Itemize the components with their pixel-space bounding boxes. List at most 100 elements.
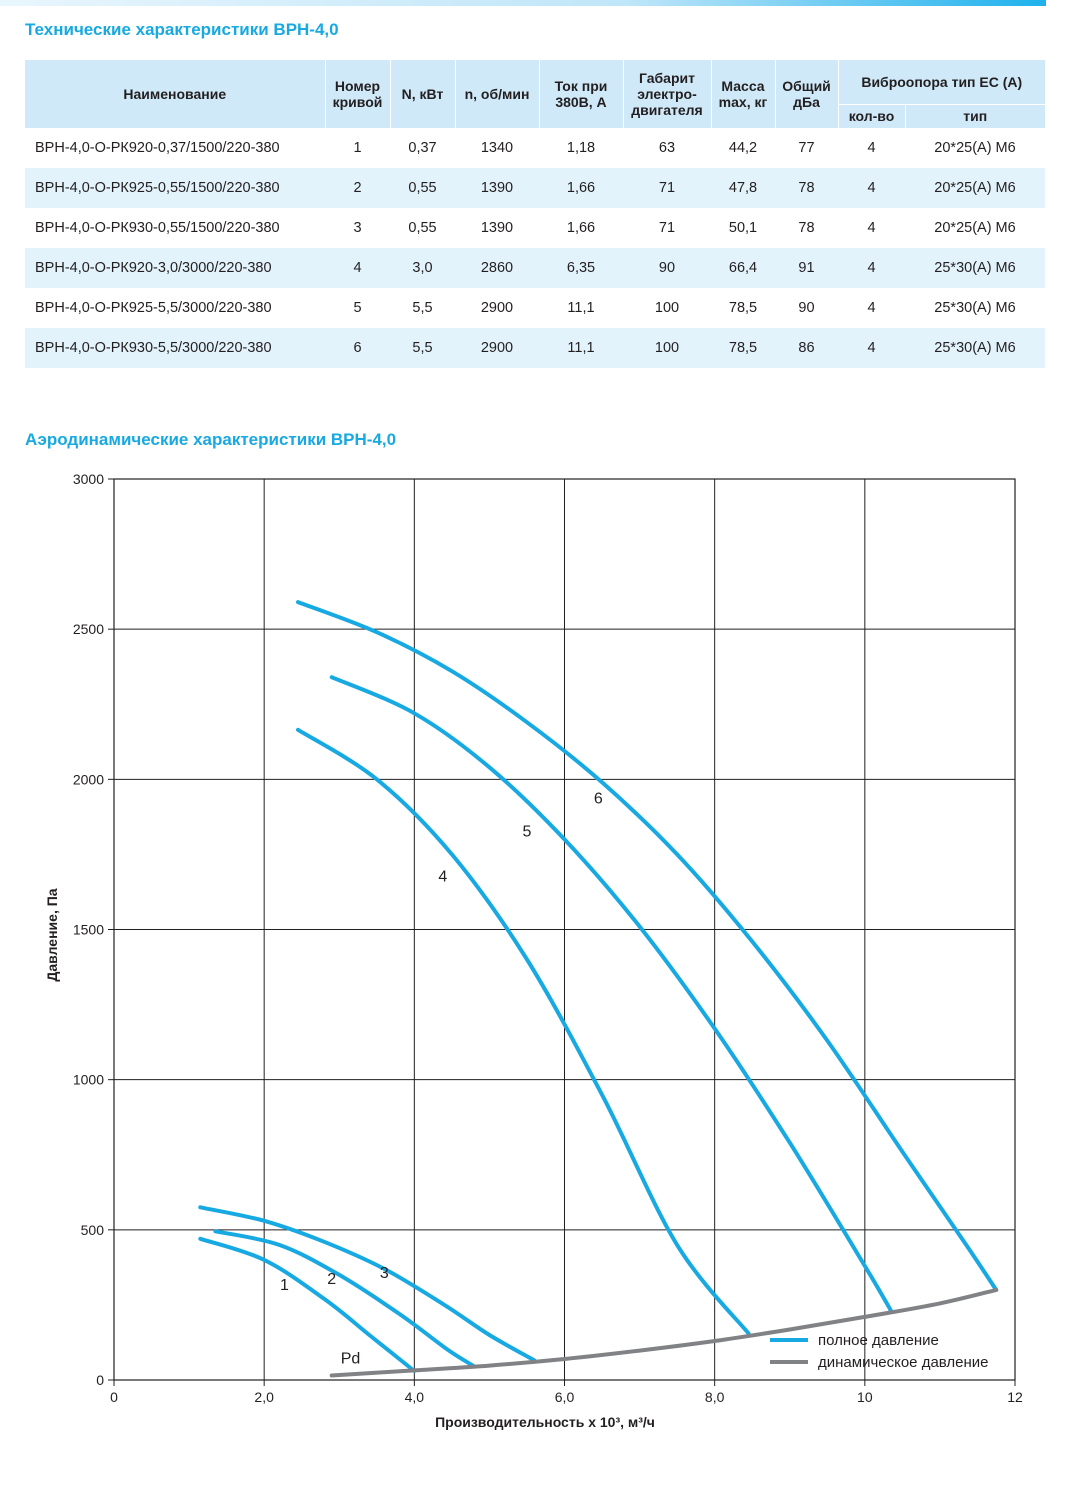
cell-mass: 44,2 [728,140,758,156]
cell-power: 5,5 [412,300,433,316]
cell-vibro-qty: 4 [838,328,905,368]
x-tick-label: 2,0 [254,1389,274,1405]
y-tick-label: 500 [81,1222,105,1238]
cell-curve: 1 [353,140,362,156]
series-line-Pd [329,1287,999,1378]
cell-rpm: 1390 [480,220,514,236]
cell-motor-size: 71 [658,220,676,236]
legend-label: полное давление [818,1332,939,1349]
cell-power: 5,5 [390,328,455,368]
cell-current: 11,1 [567,300,595,316]
series-line-1 [198,1236,417,1373]
cell-vibro-type: 25*30(А) М6 [934,300,1016,316]
cell-vibro-qty: 4 [867,220,876,236]
cell-vibro-qty: 4 [867,140,876,156]
cell-mass: 47,8 [711,168,775,208]
cell-noise: 90 [798,300,815,316]
cell-noise: 86 [775,328,838,368]
x-tick-label: 12 [1007,1389,1023,1405]
y-tick-label: 1000 [73,1072,104,1088]
cell-curve: 6 [325,328,390,368]
x-tick-label: 0 [110,1389,118,1405]
cell-noise: 77 [798,140,815,156]
cell-motor-size: 63 [658,140,676,156]
cell-vibro-qty: 4 [838,168,905,208]
cell-motor-size: 90 [623,248,711,288]
aero-chart: 0 2,0 4,0 6,0 8,0 10 1205001000150020002500300… [44,471,1023,1430]
cell-name: ВРН-4,0-О-РК930-5,5/3000/220-380 [25,328,325,368]
y-tick-label: 0 [96,1372,104,1388]
cell-name: ВРН-4,0-О-РК925-0,55/1500/220-380 [25,168,325,208]
cell-mass: 78,5 [728,300,758,316]
cell-current: 1,66 [566,220,596,236]
series-line-4 [296,727,751,1336]
cell-current: 11,1 [539,328,623,368]
cell-power: 3,0 [390,248,455,288]
cell-name: ВРН-4,0-О-РК920-0,37/1500/220-380 [35,140,280,156]
cell-curve: 4 [325,248,390,288]
cell-current: 1,18 [566,140,596,156]
cell-noise: 78 [775,168,838,208]
chart-legend: полное давление динамическое давление [770,1332,989,1371]
cell-vibro-type: 25*30(А) М6 [905,328,1045,368]
cell-motor-size: 100 [654,300,680,316]
chart-curve-labels: 1 2 3 4 5 6 Pd [280,790,603,1367]
chart-ticks: 0 2,0 4,0 6,0 8,0 10 1205001000150020002500300… [73,471,1023,1405]
cell-rpm: 1340 [480,140,514,156]
y-axis-label: Давление, Па [44,888,60,981]
cell-current: 1,66 [539,168,623,208]
cell-vibro-qty: 4 [867,300,876,316]
series-label-2: 2 [327,1271,336,1288]
header-motor-size: Габарит электро-двигателя [623,60,712,128]
cell-curve: 3 [353,220,362,236]
top-accent-bar [0,0,1046,6]
cell-rpm: 2900 [455,328,539,368]
cell-mass: 50,1 [728,220,758,236]
header-current: Ток при 380В, А [539,60,624,128]
cell-vibro-type: 25*30(А) М6 [905,248,1045,288]
y-tick-label: 1500 [73,922,104,938]
header-vibro-type: тип [905,103,1045,128]
series-label-3: 3 [380,1265,389,1282]
header-vibro-qty: кол-во [838,103,906,128]
cell-rpm: 1390 [455,168,539,208]
chart-curves [198,600,999,1378]
header-curve: Номер кривой [325,60,391,128]
table-row: ВРН-4,0-О-РК920-0,37/1500/220-380 1 0,37 13… [25,128,1045,168]
y-tick-label: 2500 [73,621,104,637]
cell-power: 0,55 [408,220,437,236]
x-tick-label: 10 [857,1389,873,1405]
table-row: ВРН-4,0-О-РК930-0,55/1500/220-380 3 0,55 13… [25,208,1045,248]
table-row: ВРН-4,0-О-РК930-5,5/3000/220-380 6 5,5 2900… [25,328,1045,368]
series-label-1: 1 [280,1277,289,1294]
x-tick-label: 4,0 [405,1389,425,1405]
cell-vibro-type: 20*25(А) М6 [934,140,1016,156]
cell-curve: 2 [325,168,390,208]
cell-noise: 78 [798,220,815,236]
series-line-3 [198,1205,537,1363]
x-tick-label: 8,0 [705,1389,725,1405]
cell-motor-size: 100 [623,328,711,368]
cell-mass: 66,4 [711,248,775,288]
y-tick-label: 3000 [73,471,104,487]
cell-name: ВРН-4,0-О-РК930-0,55/1500/220-380 [35,220,280,236]
cell-rpm: 2860 [455,248,539,288]
cell-power: 0,55 [390,168,455,208]
table-row: ВРН-4,0-О-РК920-3,0/3000/220-380 4 3,0 2860… [25,248,1045,288]
series-label-Pd: Pd [341,1350,361,1367]
header-vibro: Виброопора тип ЕС (А) [838,60,1045,104]
series-line-2 [213,1229,477,1369]
legend-label: динамическое давление [818,1354,989,1371]
cell-curve: 5 [353,300,362,316]
header-noise: Общий дБа [775,60,839,128]
cell-noise: 91 [775,248,838,288]
table-row: ВРН-4,0-О-РК925-5,5/3000/220-380 5 5,5 2900… [25,288,1045,328]
chart-grid [113,478,1016,1381]
y-tick-label: 2000 [73,771,104,787]
header-mass: Масса max, кг [711,60,776,128]
cell-power: 0,37 [408,140,437,156]
cell-motor-size: 71 [623,168,711,208]
series-label-5: 5 [523,823,532,840]
cell-name: ВРН-4,0-О-РК920-3,0/3000/220-380 [25,248,325,288]
cell-vibro-type: 20*25(А) М6 [934,220,1016,236]
